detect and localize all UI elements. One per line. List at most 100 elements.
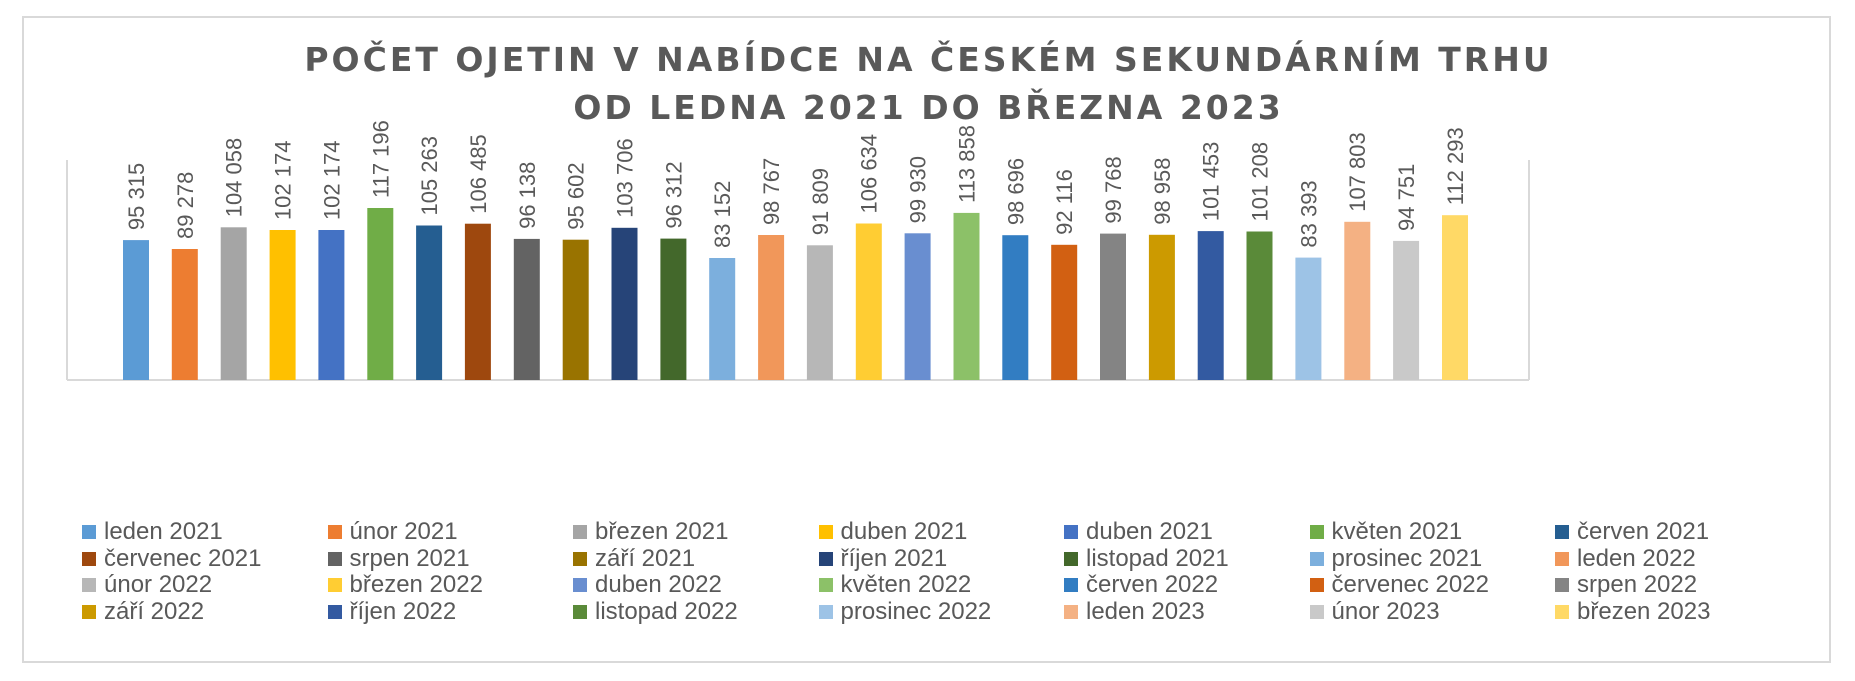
bar xyxy=(123,240,149,380)
data-label: 106 634 xyxy=(857,134,882,214)
legend-label: duben 2022 xyxy=(595,571,722,598)
bar xyxy=(220,227,247,380)
bar xyxy=(318,230,345,380)
bar xyxy=(562,239,589,380)
data-label: 102 174 xyxy=(319,141,344,221)
legend-item: únor 2022 xyxy=(82,569,212,601)
legend-label: duben 2021 xyxy=(840,518,968,545)
legend-label: listopad 2022 xyxy=(595,597,738,625)
bar xyxy=(855,223,882,380)
legend-swatch xyxy=(1064,551,1078,566)
legend-swatch xyxy=(573,551,587,566)
data-label: 91 809 xyxy=(808,168,833,235)
data-label: 105 263 xyxy=(417,136,442,216)
bar xyxy=(660,238,687,380)
legend-item: květen 2021 xyxy=(1309,516,1463,548)
bar xyxy=(1197,231,1224,380)
legend-label: leden 2021 xyxy=(104,518,223,545)
legend-item: červenec 2022 xyxy=(1309,569,1489,601)
bar xyxy=(416,225,443,380)
data-label: 112 293 xyxy=(1443,127,1468,205)
data-label: 98 958 xyxy=(1150,157,1175,224)
legend-label: září 2021 xyxy=(595,544,696,572)
legend-swatch xyxy=(1555,604,1569,619)
legend-label: srpen 2022 xyxy=(1577,571,1698,598)
bar xyxy=(1148,234,1175,380)
legend-item: říjen 2021 xyxy=(818,543,948,575)
legend-swatch xyxy=(82,604,96,619)
legend-label: říjen 2022 xyxy=(349,597,457,625)
legend-swatch xyxy=(82,525,96,539)
data-label: 101 208 xyxy=(1248,142,1273,222)
legend-label: říjen 2021 xyxy=(840,544,948,572)
legend-item: březen 2023 xyxy=(1555,596,1710,628)
bar xyxy=(806,245,833,380)
legend-label: leden 2023 xyxy=(1086,597,1205,625)
legend-label: březen 2021 xyxy=(595,518,729,545)
legend-label: únor 2022 xyxy=(104,571,213,598)
legend-label: březen 2022 xyxy=(349,571,483,598)
legend-swatch xyxy=(82,551,96,566)
legend-swatch xyxy=(327,604,342,619)
legend-item: leden 2023 xyxy=(1064,596,1205,628)
data-label: 83 152 xyxy=(710,181,735,248)
bar xyxy=(269,230,296,380)
bar xyxy=(367,208,394,380)
legend-item: říjen 2022 xyxy=(327,596,457,628)
legend-swatch xyxy=(82,578,96,592)
chart-title-line-2: OD LEDNA 2021 DO BŘEZNA 2023 xyxy=(573,88,1284,127)
data-label: 83 393 xyxy=(1296,180,1321,247)
bar xyxy=(1246,231,1273,380)
legend-swatch xyxy=(327,578,342,592)
data-label: 92 116 xyxy=(1052,169,1077,235)
legend-label: prosinec 2022 xyxy=(840,597,992,625)
bar xyxy=(1344,221,1371,380)
legend-swatch xyxy=(327,525,342,539)
legend-item: srpen 2022 xyxy=(1555,569,1697,601)
data-label: 103 706 xyxy=(613,138,638,218)
bar xyxy=(513,238,540,380)
data-label: 102 174 xyxy=(271,141,296,221)
legend-item: březen 2022 xyxy=(327,569,483,601)
bar xyxy=(1393,240,1420,380)
legend-swatch xyxy=(1555,551,1569,566)
data-label: 95 315 xyxy=(124,163,149,230)
legend-label: červenec 2022 xyxy=(1331,571,1489,598)
data-label: 98 767 xyxy=(759,158,784,225)
legend-item: leden 2021 xyxy=(82,516,223,548)
legend-item: prosinec 2022 xyxy=(818,596,992,628)
legend-item: červenec 2021 xyxy=(82,543,261,575)
bar xyxy=(1295,257,1322,380)
legend-item: únor 2023 xyxy=(1309,596,1440,628)
data-label: 96 138 xyxy=(515,162,540,229)
legend-swatch xyxy=(1555,525,1569,539)
data-label: 117 196 xyxy=(368,120,393,198)
legend-label: srpen 2021 xyxy=(349,544,470,572)
legend-item: září 2022 xyxy=(82,596,204,628)
legend-label: květen 2022 xyxy=(840,571,972,598)
bar xyxy=(904,233,931,380)
legend-item: duben 2021 xyxy=(818,516,968,548)
legend-label: únor 2023 xyxy=(1331,597,1440,625)
data-label: 89 278 xyxy=(173,172,198,239)
legend-item: srpen 2021 xyxy=(327,543,470,575)
data-label: 99 930 xyxy=(906,156,931,223)
legend-item: duben 2021 xyxy=(1064,516,1213,548)
legend-label: leden 2022 xyxy=(1577,544,1696,572)
legend-label: listopad 2021 xyxy=(1086,544,1229,572)
bar xyxy=(1442,215,1468,380)
legend-label: červenec 2021 xyxy=(104,544,262,572)
legend-item: červen 2022 xyxy=(1064,569,1218,601)
legend-label: květen 2021 xyxy=(1331,518,1463,545)
legend-swatch xyxy=(1309,525,1324,539)
legend-swatch xyxy=(327,551,342,566)
legend-swatch xyxy=(818,604,833,619)
legend-swatch xyxy=(1555,578,1569,592)
data-label: 101 453 xyxy=(1199,142,1224,222)
legend-swatch xyxy=(573,578,587,592)
legend-item: červen 2021 xyxy=(1555,516,1709,548)
bar xyxy=(1100,233,1126,380)
data-label: 113 858 xyxy=(954,125,979,203)
chart-frame: POČET OJETIN V NABÍDCE NA ČESKÉM SEKUNDÁ… xyxy=(22,16,1831,663)
legend-label: červen 2022 xyxy=(1086,571,1219,598)
